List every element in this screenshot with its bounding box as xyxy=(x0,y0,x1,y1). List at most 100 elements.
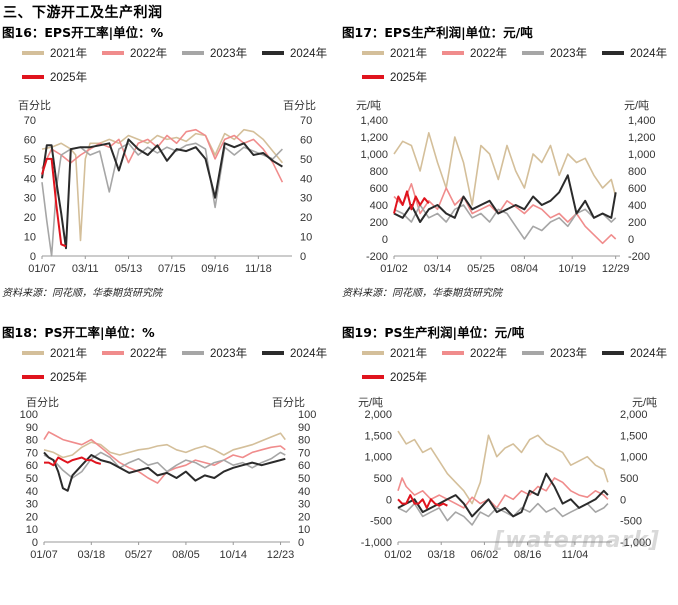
legend-swatch xyxy=(102,50,124,55)
y-tick-label-left: 70 xyxy=(24,115,36,127)
chart-panel-ps-operating-rate: 图18：PS开工率|单位：% 2021年 2022年 2023年 2024年 2… xyxy=(0,322,336,605)
legend-swatch xyxy=(262,350,284,355)
y-tick-label-left: 30 xyxy=(24,193,36,205)
y-tick-label-right: 20 xyxy=(300,212,312,224)
legend-swatch xyxy=(522,50,544,55)
y-tick-label-left: -200 xyxy=(366,251,388,263)
y-tick-label-right: 90 xyxy=(298,422,310,434)
x-tick-label: 01/07 xyxy=(28,263,56,275)
chart-title: 图19：PS生产利润|单位：元/吨 xyxy=(342,325,525,340)
legend-item-2021: 2021年 xyxy=(362,45,427,61)
y-tick-label-right: 1,000 xyxy=(628,149,656,161)
y-tick-label-left: 20 xyxy=(26,511,38,523)
y-tick-label-left: 50 xyxy=(24,154,36,166)
right-unit-label: 百分比 xyxy=(283,100,316,112)
section-title: 三、下游开工及生产利润 xyxy=(3,5,163,21)
legend-swatch xyxy=(22,74,44,79)
y-tick-label-right: 1,500 xyxy=(620,430,648,442)
y-tick-label-left: 10 xyxy=(26,524,38,536)
x-tick-label: 07/15 xyxy=(158,263,186,275)
legend-item-2025: 2025年 xyxy=(362,369,427,385)
y-tick-label-left: 0 xyxy=(386,494,392,506)
series-line-2021 xyxy=(393,131,617,206)
y-tick-label-right: 60 xyxy=(298,460,310,472)
y-tick-label-right: 0 xyxy=(620,494,626,506)
y-tick-label-right: 600 xyxy=(628,183,646,195)
y-tick-label-left: 600 xyxy=(370,183,388,195)
x-tick-label: 11/18 xyxy=(245,263,272,275)
y-tick-label-left: 20 xyxy=(24,212,36,224)
x-tick-label: 12/23 xyxy=(267,549,295,561)
legend-item-2023: 2023年 xyxy=(522,45,587,61)
legend-item-2023: 2023年 xyxy=(182,345,247,361)
y-tick-label-left: 40 xyxy=(24,173,36,185)
y-tick-label-right: 800 xyxy=(628,166,646,178)
legend-item-2024: 2024年 xyxy=(602,345,667,361)
legend-item-2024: 2024年 xyxy=(262,345,327,361)
y-tick-label-left: 0 xyxy=(382,234,388,246)
y-tick-label-left: 70 xyxy=(26,447,38,459)
legend-item-2022: 2022年 xyxy=(442,345,507,361)
y-tick-label-left: 500 xyxy=(374,473,392,485)
y-tick-label-left: -500 xyxy=(370,516,392,528)
series-line-2021 xyxy=(43,432,286,459)
y-tick-label-right: 2,000 xyxy=(620,409,648,421)
x-tick-label: 10/14 xyxy=(219,549,247,561)
legend-swatch xyxy=(182,50,204,55)
chart-panel-ps-profit: 图19：PS生产利润|单位：元/吨 2021年 2022年 2023年 2024… xyxy=(340,322,676,605)
x-tick-label: 08/16 xyxy=(514,549,542,561)
line-chart-plot: -200 0 200 400 600 800 1,000 1,200 1,400 -200 0 200… xyxy=(360,115,656,275)
series-line-2023 xyxy=(393,204,617,240)
x-tick-label: 03/18 xyxy=(78,549,106,561)
series-line-2024 xyxy=(393,174,617,223)
legend-item-2025: 2025年 xyxy=(22,369,87,385)
series-line-2022 xyxy=(393,183,617,245)
legend-item-2023: 2023年 xyxy=(182,45,247,61)
y-tick-label-left: 10 xyxy=(24,232,36,244)
y-tick-label-right: 20 xyxy=(298,511,310,523)
y-tick-label-left: 60 xyxy=(24,134,36,146)
x-tick-label: 08/04 xyxy=(511,263,539,275)
x-tick-label: 06/02 xyxy=(471,549,499,561)
y-tick-label-right: 50 xyxy=(298,473,310,485)
watermark-text: [watermark] xyxy=(494,528,660,553)
y-tick-label-left: 40 xyxy=(26,486,38,498)
series-line-2023 xyxy=(397,502,609,526)
y-tick-label-left: 400 xyxy=(370,200,388,212)
legend-item-2022: 2022年 xyxy=(442,45,507,61)
x-tick-label: 01/07 xyxy=(30,549,58,561)
chart-title: 图16：EPS开工率|单位：% xyxy=(2,25,164,40)
y-tick-label-right: 40 xyxy=(300,173,312,185)
chart-panel-eps-operating-rate: 图16：EPS开工率|单位：% 2021年 2022年 2023年 2024年 … xyxy=(0,22,336,305)
x-tick-label: 05/27 xyxy=(125,549,153,561)
y-tick-label-left: 200 xyxy=(370,217,388,229)
x-tick-label: 01/02 xyxy=(380,263,408,275)
legend-item-2025: 2025年 xyxy=(362,69,427,85)
legend-swatch xyxy=(22,374,44,379)
legend-swatch xyxy=(442,350,464,355)
series-line-2025 xyxy=(44,456,102,467)
legend-item-2021: 2021年 xyxy=(362,345,427,361)
series-line-2022 xyxy=(43,431,286,484)
y-tick-label-right: 40 xyxy=(298,486,310,498)
y-tick-label-right: 10 xyxy=(300,232,312,244)
y-tick-label-right: -1,000 xyxy=(620,537,651,549)
series-line-2024 xyxy=(397,472,609,518)
y-tick-label-right: 0 xyxy=(628,234,634,246)
y-tick-label-left: 100 xyxy=(20,409,38,421)
legend-item-2021: 2021年 xyxy=(22,45,87,61)
x-tick-label: 08/05 xyxy=(172,549,200,561)
legend-swatch xyxy=(362,50,384,55)
legend-swatch xyxy=(362,74,384,79)
x-tick-label: 03/14 xyxy=(424,263,452,275)
y-tick-label-right: 500 xyxy=(620,473,638,485)
legend-swatch xyxy=(362,374,384,379)
legend-item-2024: 2024年 xyxy=(602,45,667,61)
x-tick-label: 11/04 xyxy=(562,549,589,561)
y-tick-label-right: -200 xyxy=(628,251,650,263)
y-tick-label-right: 200 xyxy=(628,217,646,229)
legend-item-2021: 2021年 xyxy=(22,345,87,361)
legend-swatch xyxy=(102,350,124,355)
y-tick-label-right: 0 xyxy=(298,537,304,549)
legend-swatch xyxy=(442,50,464,55)
